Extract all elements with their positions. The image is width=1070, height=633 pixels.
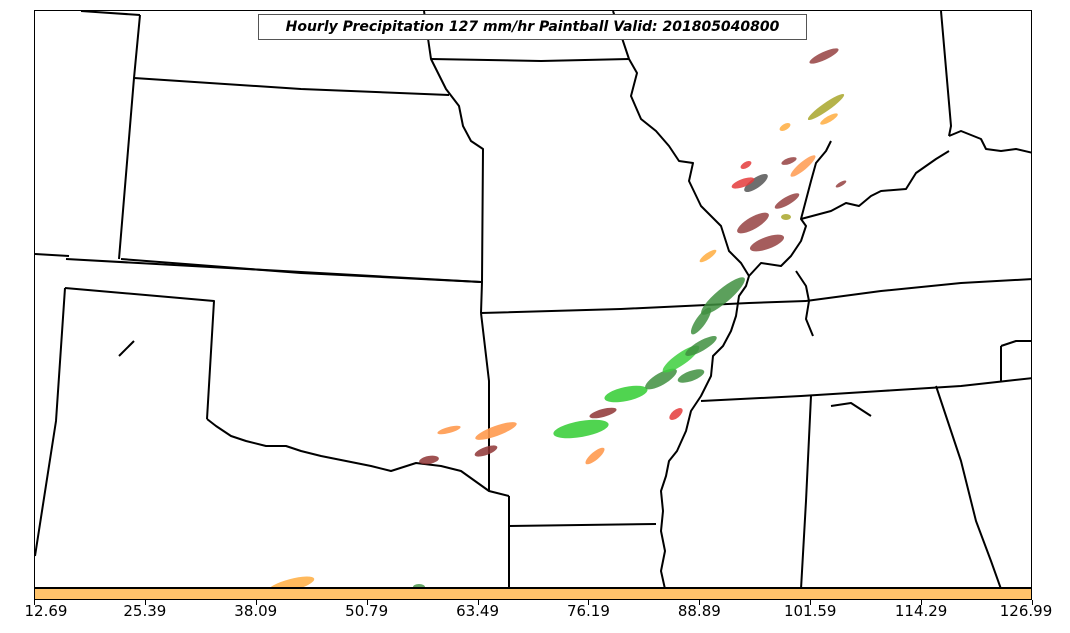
blob-darkred-3 [419, 455, 439, 465]
colorbar-tick-label: 38.09 [234, 602, 278, 620]
blob-darkred-il-3 [774, 193, 800, 209]
blob-orange-2 [437, 425, 461, 435]
map-title: Hourly Precipitation 127 mm/hr Paintball… [258, 14, 807, 40]
colorbar-tick [144, 600, 146, 605]
blob-red-il-2 [740, 161, 752, 169]
lake-alabama [830, 402, 872, 417]
blob-olive-1 [807, 93, 845, 121]
colorbar-tick-label: 63.49 [456, 602, 500, 620]
map-frame [34, 10, 1032, 588]
border-il-in [940, 11, 952, 137]
blob-darkred-il-6 [835, 180, 847, 188]
blob-green-5 [685, 336, 717, 356]
border-ok-red-river [206, 418, 510, 497]
colorbar-tick-label: 101.59 [783, 602, 837, 620]
border-il-ohio-river [948, 130, 1031, 154]
blob-green-3 [645, 368, 677, 390]
blob-lightorange-3 [699, 249, 717, 263]
map-canvas[interactable] [35, 11, 1032, 588]
colorbar-tick-label: 50.79 [345, 602, 389, 620]
blob-green-8 [677, 369, 705, 383]
border-il-south [748, 140, 832, 277]
colorbar-tick-label: 88.89 [677, 602, 721, 620]
paintball-blobs [267, 48, 847, 587]
border-ok-panhandle [64, 287, 215, 420]
colorbar-tick [1032, 600, 1033, 605]
border-ne-ks-north [133, 77, 450, 96]
blob-green-bottom [413, 584, 425, 587]
blob-red-il [731, 177, 755, 189]
border-north-1 [80, 11, 141, 16]
border-tn-ky [805, 278, 1031, 302]
blob-darkred-il-2 [737, 212, 769, 234]
blob-gray-il [744, 173, 768, 193]
colorbar-tick [588, 600, 590, 605]
border-ark-north [480, 300, 807, 314]
blob-lightorange-2 [820, 113, 838, 125]
blob-darkred-il-1 [749, 234, 785, 252]
blob-orange-1 [475, 422, 517, 440]
tennessee-river [795, 270, 814, 337]
border-il-ky [800, 150, 950, 220]
colorbar-tick [699, 600, 701, 605]
colorbar-tick-label: 25.39 [123, 602, 167, 620]
border-missouri-east [612, 11, 750, 277]
blob-darkred-1 [589, 407, 617, 419]
border-wy-co [118, 14, 141, 260]
blob-darkred-2 [474, 445, 498, 457]
colorbar-tick-label: 12.69 [24, 602, 68, 620]
colorbar-tick-label: 76.19 [566, 602, 610, 620]
blob-red-1 [669, 408, 683, 420]
colorbar-tick [810, 600, 812, 605]
border-ok-east [480, 312, 490, 491]
border-ms-al [800, 395, 812, 587]
blob-lightorange-1 [779, 123, 791, 131]
blob-darkred-il-5 [809, 48, 839, 64]
border-tn-south [700, 377, 1031, 402]
blob-olive-2 [781, 214, 791, 220]
border-ohio-east [1000, 340, 1031, 347]
border-west-edge [35, 253, 70, 257]
mississippi-river [660, 275, 750, 587]
border-tx-nm [35, 287, 66, 557]
colorbar-tick [477, 600, 479, 605]
border-ok-north [65, 258, 482, 283]
blob-darkred-il-4 [781, 157, 797, 165]
border-ark-south [508, 523, 657, 527]
colorbar-tick-label: 114.29 [894, 602, 948, 620]
blob-green-2 [604, 385, 648, 403]
blob-orange-3 [585, 447, 605, 465]
colorbar-tick-label: 126.99 [999, 602, 1053, 620]
colorbar-tick [366, 600, 368, 605]
colorbar-tick [921, 600, 923, 605]
border-iowa-mo [430, 58, 630, 62]
colorbar-tick [255, 600, 257, 605]
colorbar-tick [34, 600, 35, 605]
blob-lightorange-bottom [267, 576, 315, 587]
blob-green-7 [701, 277, 745, 315]
blob-green-1 [553, 419, 609, 439]
lake-oklahoma [118, 340, 135, 357]
state-borders [35, 11, 1031, 587]
border-missouri-west [423, 11, 484, 314]
blob-orange-il-1 [790, 155, 816, 177]
colorbar [34, 588, 1032, 600]
border-al-ga [935, 385, 1002, 587]
